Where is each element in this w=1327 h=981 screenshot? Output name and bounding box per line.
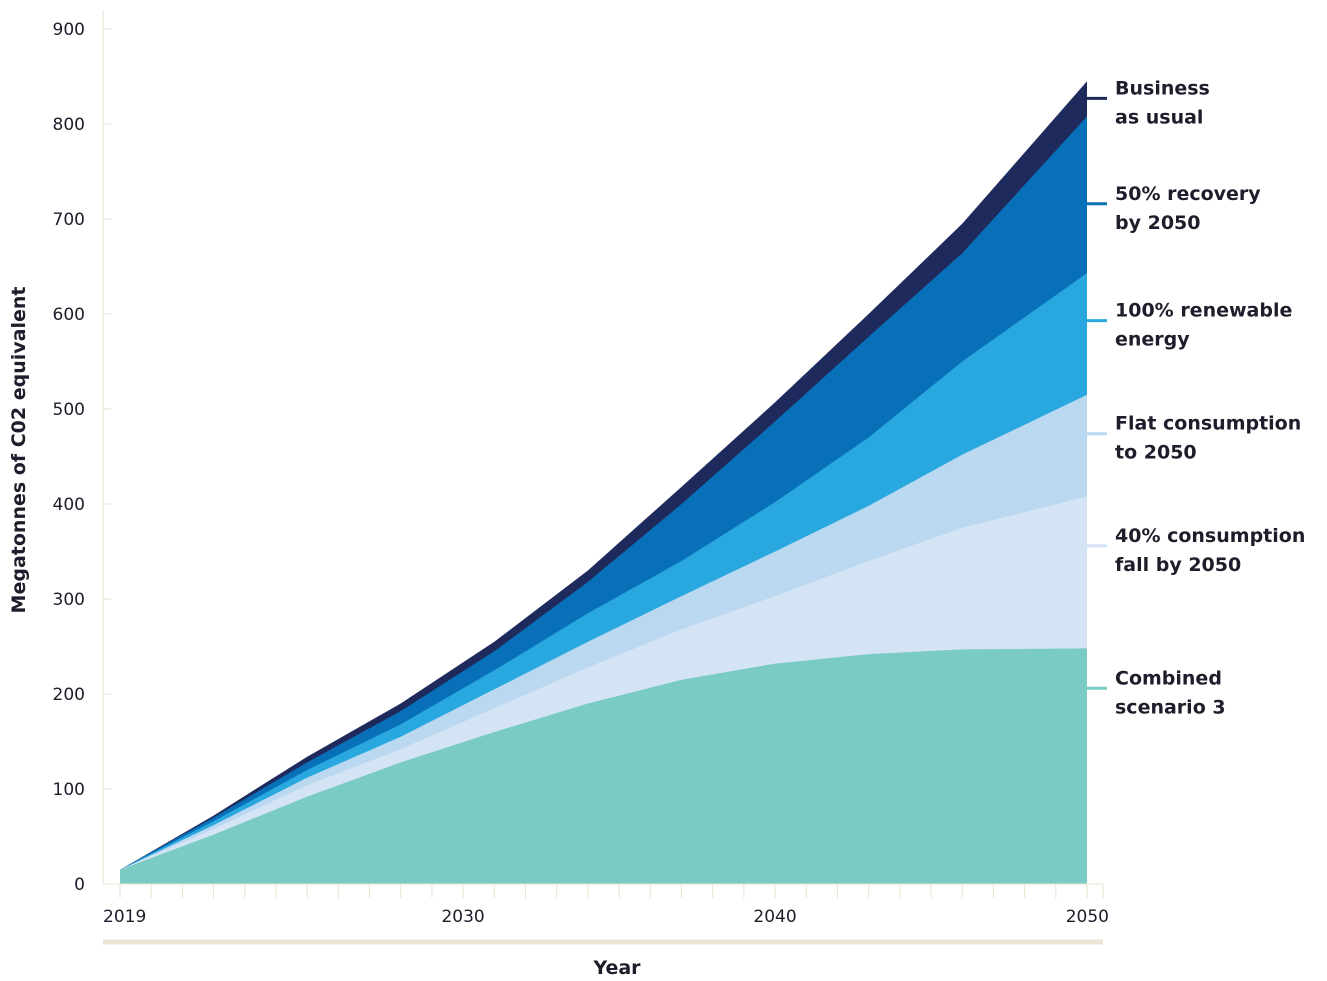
area-series-group <box>120 81 1087 885</box>
legend-item-100-renewable-energy: 100% renewable energy <box>1087 300 1292 351</box>
legend-label: Business as usual <box>1115 77 1210 128</box>
y-tick-label: 500 <box>53 400 85 420</box>
x-tick-label: 2050 <box>1066 907 1109 927</box>
legend-label: 50% recovery by 2050 <box>1115 183 1261 234</box>
y-tick-label: 600 <box>53 305 85 325</box>
area-combined-scenario-3 <box>120 648 1087 884</box>
y-tick-label: 800 <box>53 115 85 135</box>
y-tick-label: 100 <box>53 780 85 800</box>
x-axis-title: Year <box>592 957 641 979</box>
y-axis-title: Megatonnes of C02 equivalent <box>8 287 30 614</box>
y-tick-label: 900 <box>53 20 85 40</box>
y-tick-label: 0 <box>74 875 85 895</box>
legend-item-40-consumption-fall-by-2050: 40% consumption fall by 2050 <box>1087 525 1305 576</box>
legend-group: Business as usual 50% recovery by 2050 100% … <box>1087 77 1305 718</box>
x-tick-label: 2019 <box>103 907 146 927</box>
legend-label: Flat consumption to 2050 <box>1115 413 1301 464</box>
axes-group: 0 100 200 300 400 500 600 700 800 900 2019 2030 2040… <box>53 10 1109 945</box>
legend-item-50-recovery-by-2050: 50% recovery by 2050 <box>1087 183 1261 234</box>
y-tick-label: 300 <box>53 590 85 610</box>
y-tick-label: 700 <box>53 210 85 230</box>
x-tick-label: 2040 <box>753 907 796 927</box>
legend-item-business-as-usual: Business as usual <box>1087 77 1210 128</box>
y-tick-label: 400 <box>53 495 85 515</box>
legend-label: Combined scenario 3 <box>1115 667 1226 718</box>
x-tick-label: 2030 <box>441 907 484 927</box>
legend-item-flat-consumption-to-2050: Flat consumption to 2050 <box>1087 413 1301 464</box>
y-tick-label: 200 <box>53 685 85 705</box>
legend-item-combined-scenario-3: Combined scenario 3 <box>1087 667 1226 718</box>
legend-label: 100% renewable energy <box>1115 300 1292 351</box>
legend-label: 40% consumption fall by 2050 <box>1115 525 1305 576</box>
